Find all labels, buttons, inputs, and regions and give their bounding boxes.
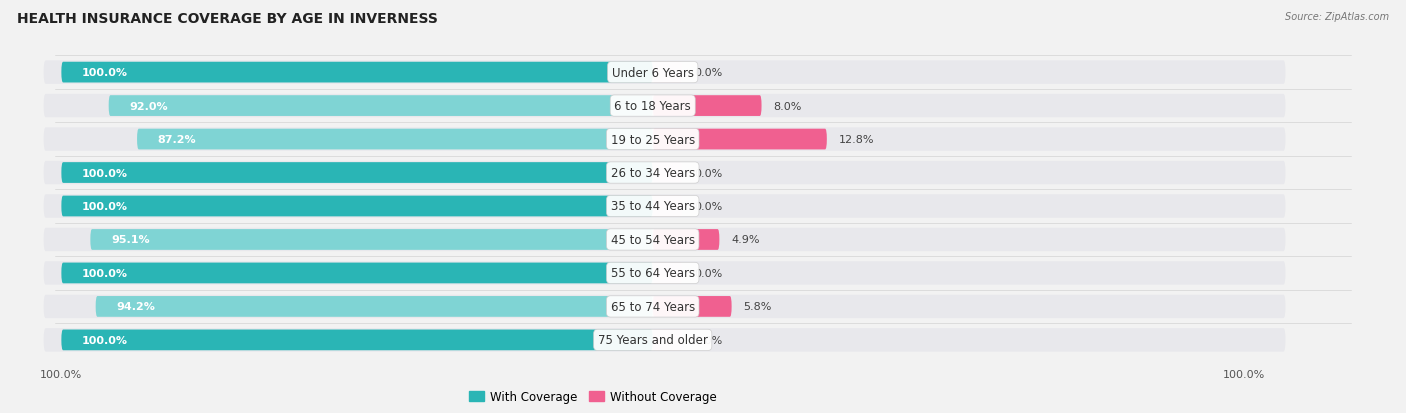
- FancyBboxPatch shape: [108, 96, 652, 117]
- Text: 45 to 54 Years: 45 to 54 Years: [610, 233, 695, 247]
- FancyBboxPatch shape: [652, 63, 682, 83]
- Text: 100.0%: 100.0%: [82, 168, 128, 178]
- Text: 75 Years and older: 75 Years and older: [598, 334, 707, 347]
- FancyBboxPatch shape: [44, 61, 1285, 85]
- Text: 12.8%: 12.8%: [838, 135, 875, 145]
- FancyBboxPatch shape: [62, 163, 652, 183]
- FancyBboxPatch shape: [652, 129, 827, 150]
- Text: 8.0%: 8.0%: [773, 101, 801, 112]
- Text: 95.1%: 95.1%: [111, 235, 149, 245]
- Legend: With Coverage, Without Coverage: With Coverage, Without Coverage: [464, 385, 721, 408]
- FancyBboxPatch shape: [96, 296, 652, 317]
- Text: 0.0%: 0.0%: [695, 335, 723, 345]
- Text: 4.9%: 4.9%: [731, 235, 759, 245]
- Text: 0.0%: 0.0%: [695, 202, 723, 211]
- FancyBboxPatch shape: [652, 196, 682, 217]
- Text: 100.0%: 100.0%: [82, 335, 128, 345]
- Text: 100.0%: 100.0%: [82, 68, 128, 78]
- FancyBboxPatch shape: [90, 230, 652, 250]
- FancyBboxPatch shape: [62, 263, 652, 284]
- FancyBboxPatch shape: [44, 195, 1285, 218]
- Text: 100.0%: 100.0%: [82, 268, 128, 278]
- Text: 0.0%: 0.0%: [695, 268, 723, 278]
- FancyBboxPatch shape: [44, 128, 1285, 152]
- FancyBboxPatch shape: [44, 328, 1285, 352]
- FancyBboxPatch shape: [652, 296, 731, 317]
- FancyBboxPatch shape: [652, 96, 762, 117]
- FancyBboxPatch shape: [62, 330, 652, 350]
- FancyBboxPatch shape: [44, 261, 1285, 285]
- Text: 6 to 18 Years: 6 to 18 Years: [614, 100, 692, 113]
- Text: 5.8%: 5.8%: [744, 301, 772, 312]
- FancyBboxPatch shape: [652, 163, 682, 183]
- Text: 87.2%: 87.2%: [157, 135, 197, 145]
- FancyBboxPatch shape: [652, 230, 720, 250]
- FancyBboxPatch shape: [44, 161, 1285, 185]
- Text: 92.0%: 92.0%: [129, 101, 167, 112]
- Text: 26 to 34 Years: 26 to 34 Years: [610, 166, 695, 180]
- FancyBboxPatch shape: [652, 330, 682, 350]
- Text: 0.0%: 0.0%: [695, 168, 723, 178]
- Text: Source: ZipAtlas.com: Source: ZipAtlas.com: [1285, 12, 1389, 22]
- Text: 35 to 44 Years: 35 to 44 Years: [610, 200, 695, 213]
- Text: 0.0%: 0.0%: [695, 68, 723, 78]
- FancyBboxPatch shape: [44, 228, 1285, 252]
- FancyBboxPatch shape: [62, 196, 652, 217]
- FancyBboxPatch shape: [652, 263, 682, 284]
- FancyBboxPatch shape: [44, 295, 1285, 318]
- Text: HEALTH INSURANCE COVERAGE BY AGE IN INVERNESS: HEALTH INSURANCE COVERAGE BY AGE IN INVE…: [17, 12, 437, 26]
- FancyBboxPatch shape: [44, 95, 1285, 118]
- FancyBboxPatch shape: [62, 63, 652, 83]
- Text: 100.0%: 100.0%: [82, 202, 128, 211]
- Text: 19 to 25 Years: 19 to 25 Years: [610, 133, 695, 146]
- Text: 65 to 74 Years: 65 to 74 Years: [610, 300, 695, 313]
- Text: Under 6 Years: Under 6 Years: [612, 66, 693, 79]
- Text: 94.2%: 94.2%: [117, 301, 155, 312]
- Text: 55 to 64 Years: 55 to 64 Years: [610, 267, 695, 280]
- FancyBboxPatch shape: [136, 129, 652, 150]
